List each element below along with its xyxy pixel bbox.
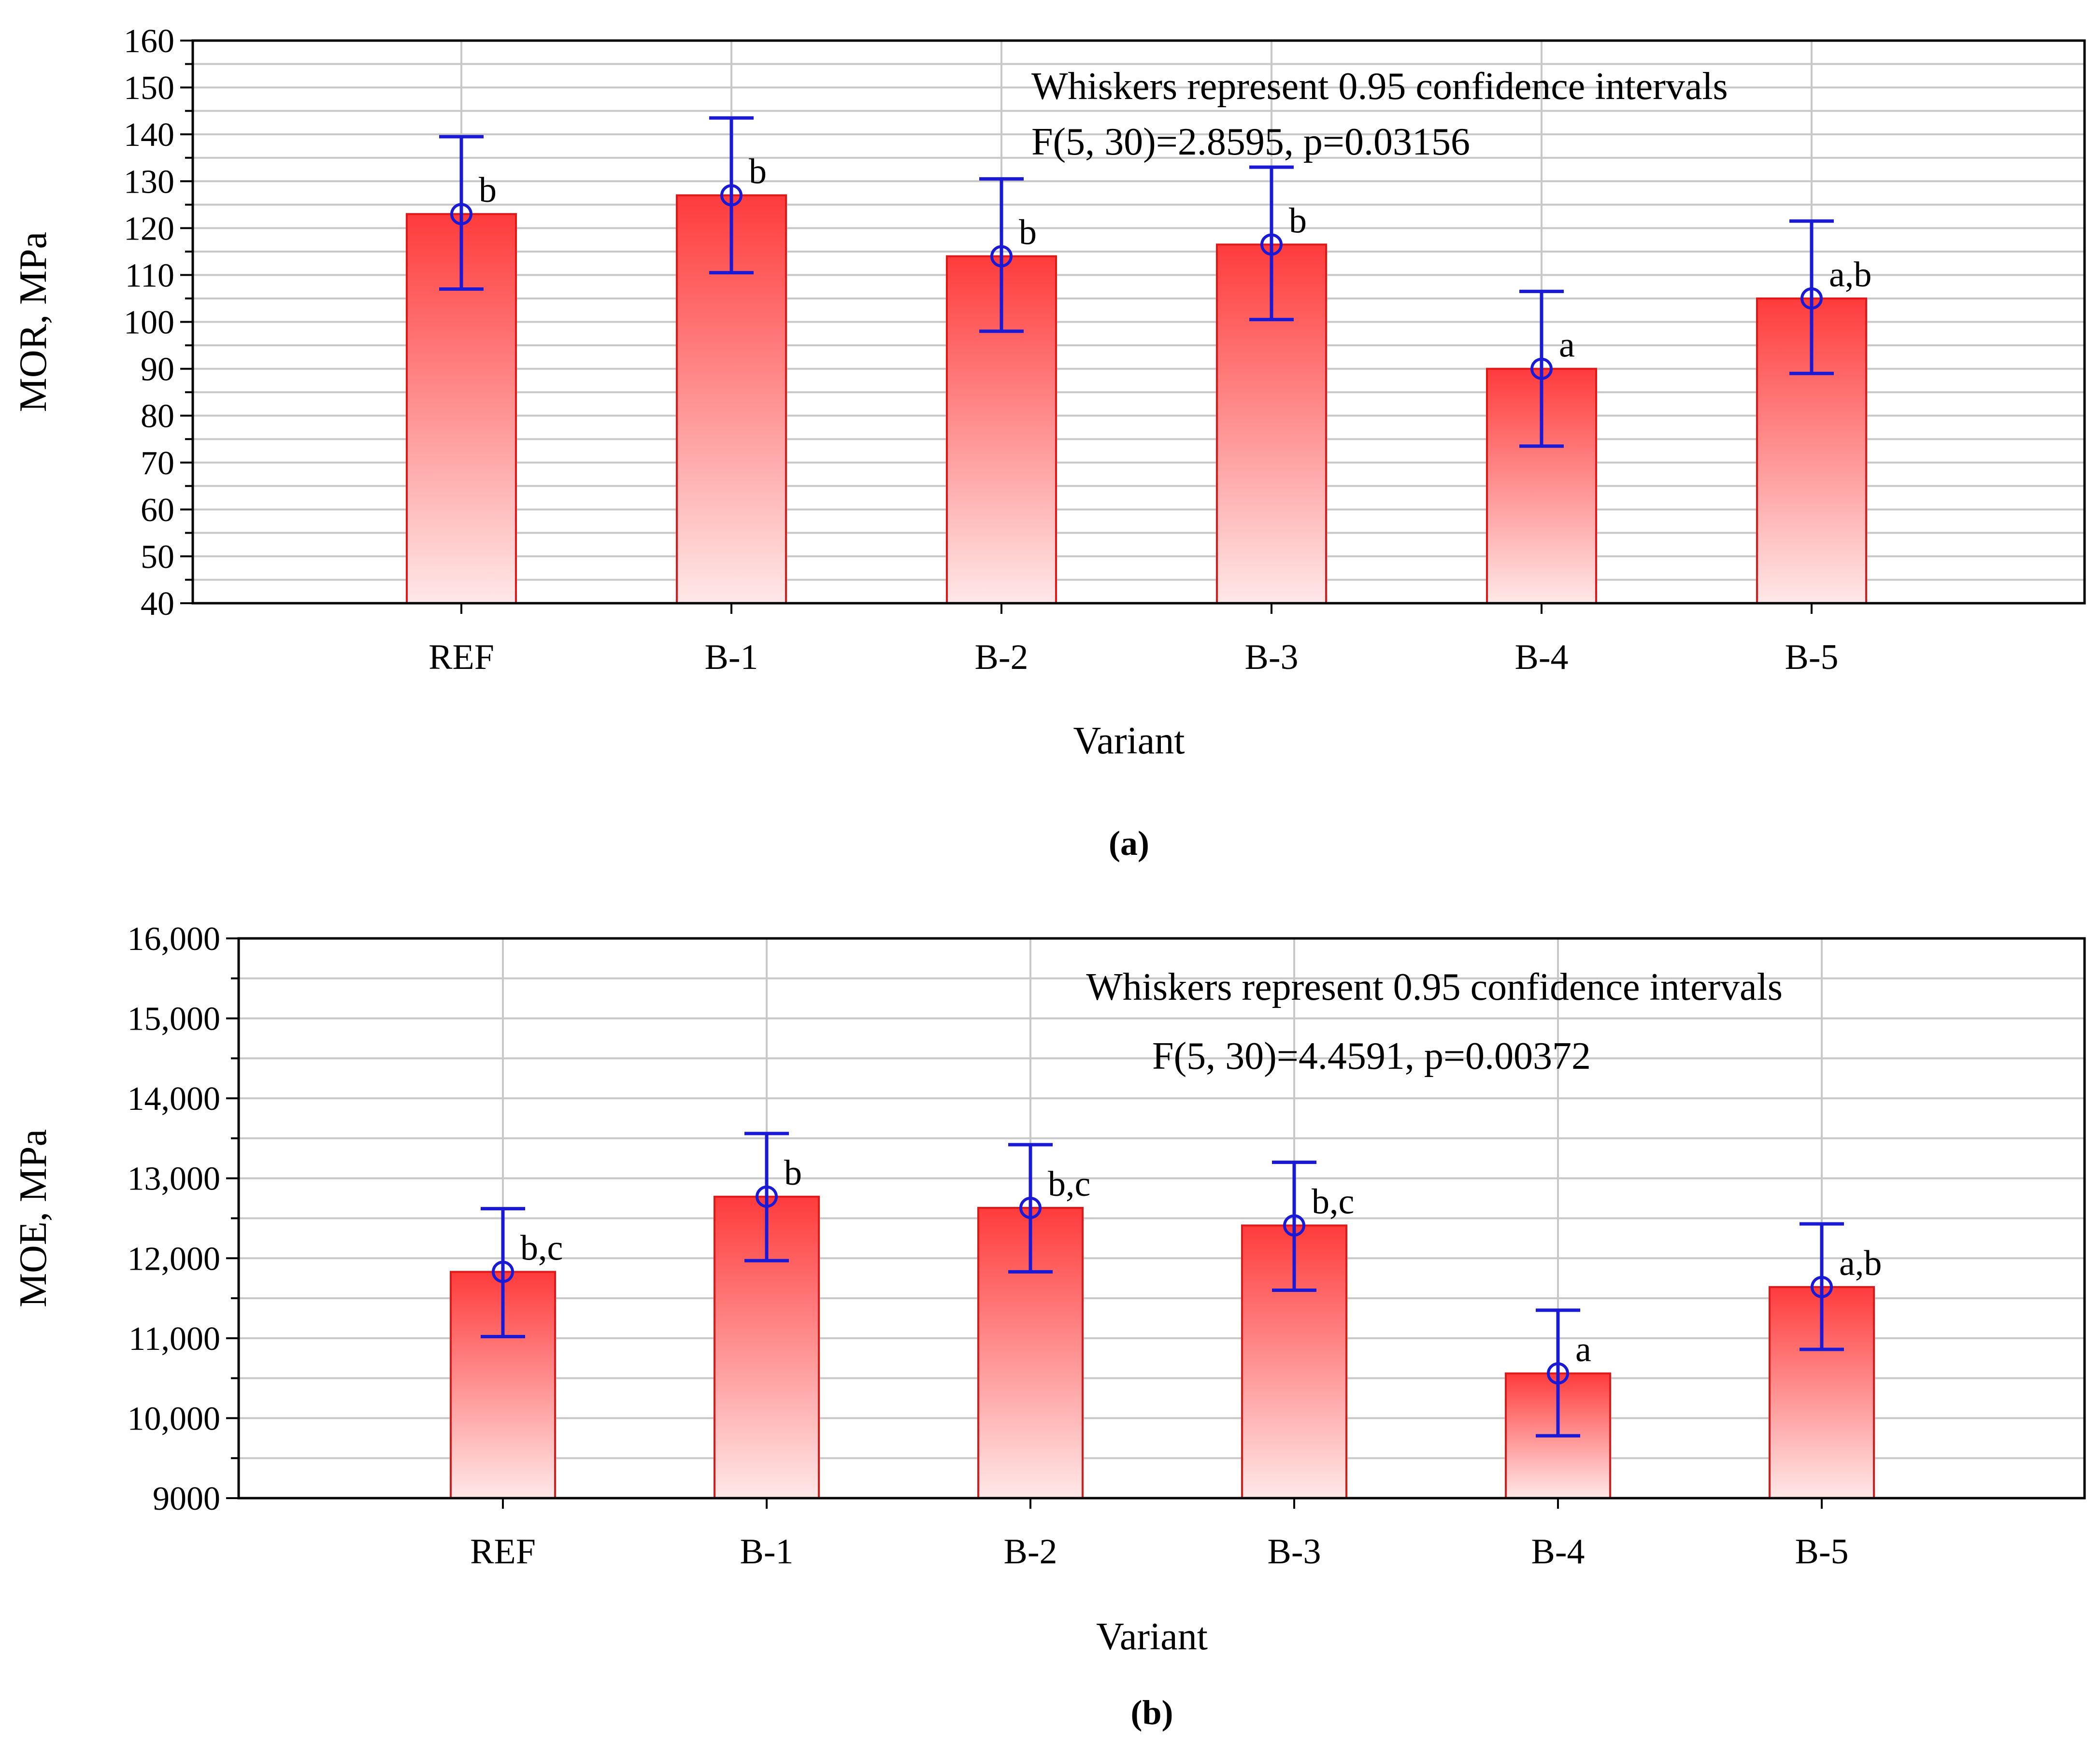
x-tick-label: B-1: [740, 1532, 794, 1572]
y-tick-label: 14,000: [128, 1080, 221, 1118]
x-tick-label: B-3: [1245, 638, 1299, 677]
annotation-whiskers: Whiskers represent 0.95 confidence inter…: [1086, 966, 1783, 1008]
mean-marker: [720, 184, 743, 207]
y-tick-label: 15,000: [128, 1001, 221, 1038]
mean-marker: [1530, 357, 1553, 380]
chart-mor: b b b b a a,b 40 50 60 70 80 90 100 110 120 130 140 150 16…: [12, 23, 2086, 863]
y-tick-label: 140: [124, 116, 174, 154]
mean-marker: [492, 1261, 514, 1283]
x-tick-label: B-5: [1785, 638, 1839, 677]
y-tick-label: 50: [141, 538, 174, 576]
y-tick-label: 13,000: [128, 1161, 221, 1198]
group-letter: b: [749, 152, 767, 191]
y-tick-label: 160: [124, 23, 174, 60]
group-letter: a: [1559, 326, 1575, 365]
bar-b-5: [1769, 1286, 1875, 1499]
y-tick-label: 110: [125, 257, 174, 294]
chart-moe: b,c b b,c b,c a a,b 9000 10,000 11,000 12,000 13,0…: [12, 921, 2086, 1732]
y-tick-label: 9000: [153, 1480, 220, 1517]
group-letter: a,b: [1829, 255, 1871, 295]
mean-marker: [450, 203, 472, 226]
y-tick-label: 120: [124, 210, 174, 247]
y-axis-title: MOE, MPa: [12, 1129, 55, 1307]
y-tick-label: 100: [124, 304, 174, 341]
x-tick-label: B-4: [1515, 638, 1569, 677]
group-letter: b: [1019, 213, 1037, 253]
x-tick-label: B-3: [1268, 1532, 1321, 1572]
x-axis-title: Variant: [1096, 1615, 1208, 1658]
mean-marker: [1019, 1196, 1042, 1219]
group-letter: b,c: [1312, 1182, 1354, 1221]
mean-marker: [1260, 233, 1283, 256]
mean-marker: [990, 245, 1013, 268]
x-tick-label: B-1: [705, 638, 758, 677]
x-axis-title: Variant: [1073, 720, 1185, 762]
group-letter: b,c: [1048, 1164, 1090, 1204]
y-tick-label: 150: [124, 70, 174, 107]
y-tick-label: 10,000: [128, 1400, 221, 1437]
mean-marker: [1547, 1362, 1569, 1385]
group-letter: b,c: [520, 1228, 563, 1268]
y-tick-label: 70: [141, 445, 174, 482]
annotation-anova: F(5, 30)=4.4591, p=0.00372: [1152, 1035, 1591, 1077]
mean-marker: [1811, 1275, 1833, 1298]
x-tick-label: B-4: [1531, 1532, 1585, 1572]
group-letter: b: [1289, 201, 1307, 241]
y-tick-label: 80: [141, 398, 174, 435]
x-tick-label: REF: [470, 1532, 536, 1572]
y-tick-label: 40: [141, 585, 174, 623]
panel-label: (b): [1131, 1693, 1173, 1732]
y-tick-label: 16,000: [128, 921, 221, 958]
y-tick-label: 90: [141, 351, 174, 388]
x-tick-label: REF: [429, 638, 494, 677]
annotation-anova: F(5, 30)=2.8595, p=0.03156: [1031, 121, 1470, 163]
annotation-whiskers: Whiskers represent 0.95 confidence inter…: [1031, 65, 1728, 108]
y-tick-label: 11,000: [129, 1320, 220, 1358]
x-tick-label: B-2: [1004, 1532, 1057, 1572]
mean-marker: [756, 1185, 778, 1208]
x-tick-label: B-2: [975, 638, 1029, 677]
group-letter: b: [479, 170, 497, 210]
group-letter: a,b: [1839, 1244, 1882, 1283]
y-tick-label: 130: [124, 163, 174, 200]
y-tick-label: 12,000: [128, 1240, 221, 1277]
group-letter: a: [1575, 1330, 1591, 1370]
panel-label: (a): [1109, 824, 1149, 863]
group-letter: b: [784, 1153, 802, 1193]
y-axis-title: MOR, MPa: [12, 232, 55, 412]
mean-marker: [1283, 1214, 1305, 1237]
mean-marker: [1800, 287, 1823, 310]
x-tick-label: B-5: [1795, 1532, 1849, 1572]
y-tick-label: 60: [141, 492, 174, 529]
